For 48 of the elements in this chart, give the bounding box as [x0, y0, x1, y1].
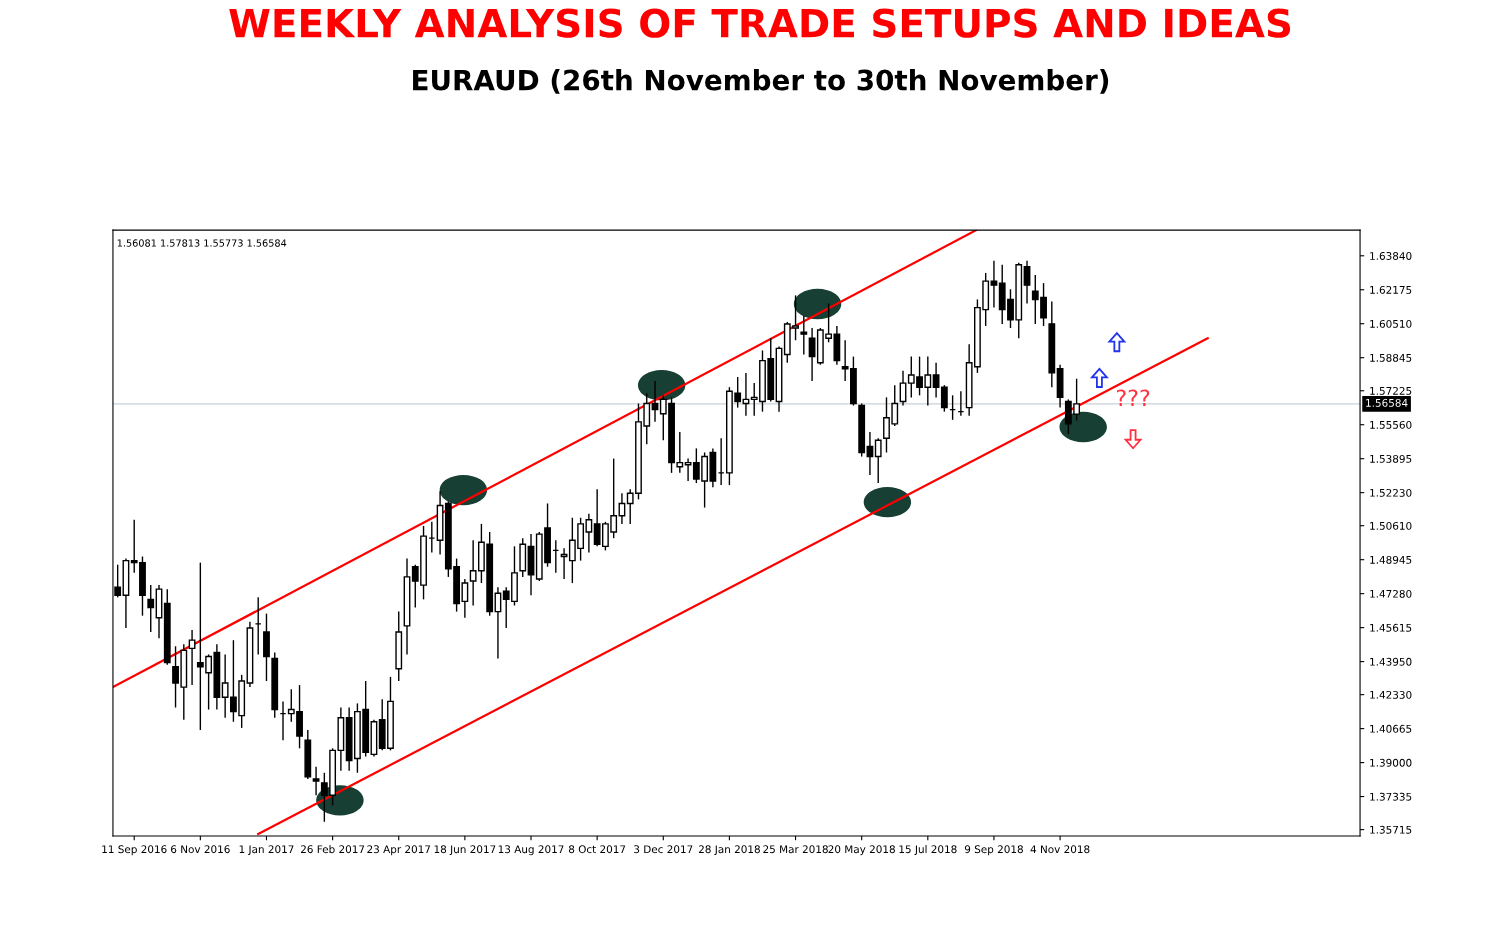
y-tick-label: 1.43950 — [1370, 657, 1412, 666]
x-tick-label: 6 Nov 2016 — [171, 845, 230, 854]
y-tick-label: 1.35715 — [1370, 825, 1412, 834]
y-tick-label: 1.39000 — [1370, 758, 1412, 767]
candlestick — [932, 362, 940, 399]
y-tick-label: 1.62175 — [1370, 285, 1412, 294]
x-tick-label: 4 Nov 2018 — [1030, 845, 1090, 854]
annotation: ??? — [1116, 389, 1150, 406]
candlestick — [874, 437, 882, 484]
y-tick-label: 1.47280 — [1370, 589, 1412, 598]
x-tick-label: 1 Jan 2017 — [239, 845, 294, 856]
x-tick-label: 26 Feb 2017 — [300, 845, 365, 854]
y-tick-label: 1.48945 — [1370, 555, 1412, 564]
x-tick-label: 11 Sep 2016 — [102, 845, 167, 856]
y-tick-label: 1.53895 — [1370, 454, 1412, 463]
candlestick — [940, 384, 948, 413]
y-tick-label: 1.60510 — [1370, 319, 1412, 328]
x-tick-label: 9 Sep 2018 — [964, 845, 1023, 856]
candlestick — [990, 259, 998, 309]
x-tick-label: 8 Oct 2017 — [568, 845, 626, 854]
y-tick-label: 1.52230 — [1370, 488, 1412, 497]
y-tick-label: 1.42330 — [1370, 690, 1412, 699]
x-tick-label: 3 Dec 2017 — [634, 845, 693, 854]
chart-subtitle: EURAUD (26th November to 30th November) — [413, 69, 1109, 94]
y-tick-label: 1.63840 — [1370, 252, 1412, 260]
y-tick-label: 1.40665 — [1370, 724, 1412, 733]
x-tick-label: 15 Jul 2018 — [899, 845, 957, 856]
candlestick — [312, 765, 320, 796]
y-tick-label: 1.58845 — [1370, 353, 1412, 362]
y-tick-label: 1.45615 — [1370, 623, 1412, 632]
y-tick-label: 1.50610 — [1370, 521, 1412, 530]
x-tick-label: 20 May 2018 — [828, 845, 895, 856]
y-tick-label: 1.37335 — [1370, 792, 1412, 801]
chart-title: WEEKLY ANALYSIS OF TRADE SETUPS AND IDEAS — [229, 8, 1291, 38]
candlestick — [188, 629, 196, 686]
candlestick — [899, 370, 907, 407]
x-tick-label: 23 Apr 2017 — [367, 845, 431, 856]
x-tick-label: 28 Jan 2018 — [698, 845, 760, 856]
candlestick — [147, 584, 155, 633]
y-tick-label: 1.55560 — [1370, 420, 1412, 429]
x-tick-label: 18 Jun 2017 — [434, 845, 496, 856]
candlestick — [800, 315, 808, 356]
ref-line-label: 1.56584 — [1366, 398, 1408, 407]
x-tick-label: 25 Mar 2018 — [763, 845, 828, 854]
x-tick-label: 13 Aug 2017 — [498, 845, 564, 856]
candlestick — [1023, 259, 1031, 305]
annotation: 1.56081 1.57813 1.55773 1.56584 — [117, 239, 287, 247]
y-tick-label: 1.57225 — [1370, 386, 1412, 395]
